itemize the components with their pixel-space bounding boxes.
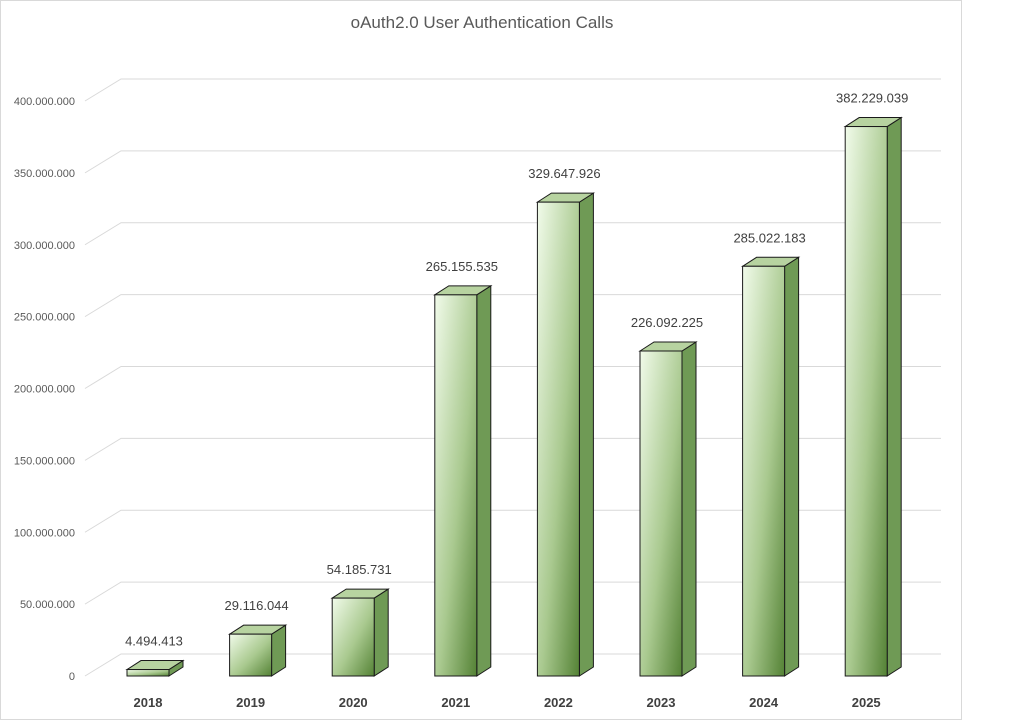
- gridline: [84, 150, 941, 174]
- data-label: 285.022.183: [733, 230, 805, 245]
- bar-2022: [535, 192, 596, 677]
- bar-side-face: [681, 341, 697, 677]
- bar-side-face: [578, 192, 594, 677]
- bar-side-face: [784, 256, 800, 677]
- y-tick-label: 300.000.000: [14, 240, 75, 252]
- y-tick-label: 0: [69, 671, 75, 683]
- chart-title: oAuth2.0 User Authentication Calls: [350, 13, 614, 32]
- bar-front-face: [844, 126, 888, 677]
- bar-2025: [843, 116, 903, 677]
- data-label: 329.647.926: [528, 166, 600, 181]
- bar-front-face: [434, 294, 478, 677]
- x-tick-label: 2021: [441, 695, 470, 710]
- bar-front-face: [536, 201, 580, 677]
- x-tick-label: 2022: [544, 695, 573, 710]
- x-tick-label: 2018: [134, 695, 163, 710]
- bar-front-face: [126, 669, 170, 677]
- data-label: 265.155.535: [426, 259, 498, 274]
- x-tick-label: 2020: [339, 695, 368, 710]
- y-tick-label: 400.000.000: [14, 96, 75, 108]
- bar-side-face: [373, 588, 389, 677]
- gridline: [84, 437, 941, 461]
- chart-area: oAuth2.0 User Authentication Calls 0 50.0…: [0, 0, 962, 720]
- y-tick-label: 250.000.000: [14, 312, 75, 324]
- y-axis-ticks: 0 50.000.000 100.000.000 150.000.000 200.000…: [14, 96, 75, 683]
- bar-front-face: [742, 265, 786, 677]
- x-tick-label: 2024: [749, 695, 779, 710]
- bar-2018: [125, 659, 185, 677]
- gridline: [84, 294, 941, 318]
- bar-front-face: [639, 350, 683, 677]
- x-axis-ticks: 2018 2019 2020 2021 2022 2023 2024 2025: [134, 695, 881, 710]
- data-labels: 4.494.413 29.116.044 54.185.731 265.155.535…: [125, 91, 908, 649]
- bar-side-face: [886, 116, 902, 677]
- x-tick-label: 2025: [852, 695, 881, 710]
- y-tick-label: 200.000.000: [14, 384, 75, 396]
- gridline: [84, 366, 941, 389]
- y-tick-label: 350.000.000: [14, 168, 75, 180]
- data-label: 382.229.039: [836, 91, 908, 106]
- y-tick-label: 100.000.000: [14, 527, 75, 539]
- gridline: [84, 222, 941, 246]
- data-label: 226.092.225: [631, 315, 703, 330]
- x-tick-label: 2023: [647, 695, 676, 710]
- gridline: [84, 653, 941, 677]
- bar-2023: [638, 341, 698, 677]
- gridline: [84, 78, 941, 102]
- bar-2024: [740, 256, 801, 677]
- bar-2020: [330, 588, 390, 677]
- gridlines: [84, 78, 941, 677]
- y-tick-label: 50.000.000: [20, 599, 75, 611]
- data-label: 54.185.731: [327, 562, 392, 577]
- bars: [125, 116, 903, 677]
- y-tick-label: 150.000.000: [14, 455, 75, 467]
- bar-front-face: [331, 597, 375, 677]
- data-label: 29.116.044: [225, 598, 289, 613]
- gridline: [84, 509, 941, 533]
- bar-2021: [433, 284, 493, 677]
- x-tick-label: 2019: [236, 695, 265, 710]
- gridline: [84, 581, 941, 605]
- bar-side-face: [476, 284, 492, 677]
- data-label: 4.494.413: [125, 634, 183, 649]
- bar-2019: [227, 624, 288, 677]
- bar-front-face: [229, 633, 273, 677]
- chart-plot: 0 50.000.000 100.000.000 150.000.000 200.000…: [14, 78, 941, 710]
